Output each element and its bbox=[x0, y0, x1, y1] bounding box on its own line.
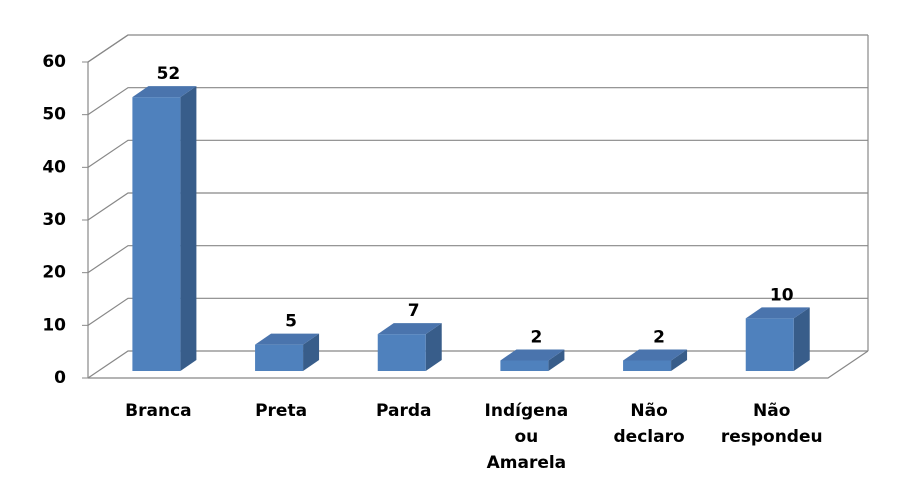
y-tick-label: 40 bbox=[42, 157, 66, 177]
bar bbox=[377, 323, 442, 371]
bar-side bbox=[793, 307, 810, 371]
bar bbox=[132, 86, 197, 371]
bar-top bbox=[500, 349, 565, 361]
bar-top bbox=[377, 323, 442, 335]
bar-side bbox=[180, 86, 197, 371]
y-tick-label: 20 bbox=[42, 263, 66, 283]
bar bbox=[745, 307, 810, 371]
bar-top bbox=[255, 333, 320, 345]
grid-line bbox=[87, 350, 868, 379]
y-tick-label: 0 bbox=[54, 368, 66, 388]
bar-front bbox=[500, 360, 549, 371]
x-tick-label: Indígena ou Amarela bbox=[484, 401, 569, 473]
y-tick-label: 30 bbox=[42, 210, 66, 230]
value-label: 52 bbox=[157, 64, 181, 84]
grid-line bbox=[87, 139, 868, 168]
value-label: 10 bbox=[770, 285, 794, 305]
bar-front bbox=[745, 318, 794, 371]
bar-side bbox=[425, 323, 442, 371]
grid-line bbox=[87, 192, 868, 221]
value-label: 2 bbox=[653, 327, 665, 347]
bar-front bbox=[132, 97, 181, 371]
x-tick-label: Não declaro bbox=[613, 401, 685, 447]
bar bbox=[255, 333, 320, 371]
value-label: 5 bbox=[285, 312, 297, 332]
bar-front bbox=[255, 344, 304, 371]
bar-top bbox=[132, 86, 197, 98]
grid-line bbox=[87, 245, 868, 274]
y-tick-label: 10 bbox=[42, 315, 66, 335]
grid-line bbox=[87, 87, 868, 116]
grid-line bbox=[87, 297, 868, 326]
bar-side bbox=[303, 333, 320, 371]
y-tick-label: 60 bbox=[42, 52, 66, 72]
bar bbox=[500, 349, 565, 371]
bar-top bbox=[623, 349, 688, 361]
y-tick-label: 50 bbox=[42, 105, 66, 125]
bar-front bbox=[623, 360, 672, 371]
grid-line bbox=[87, 34, 868, 63]
bar-side bbox=[548, 349, 565, 371]
bar-top bbox=[745, 307, 810, 319]
value-label: 2 bbox=[530, 327, 542, 347]
x-tick-label: Preta bbox=[255, 401, 308, 421]
x-tick-label: Parda bbox=[375, 401, 432, 421]
bar bbox=[623, 349, 688, 371]
x-tick-label: Não respondeu bbox=[720, 401, 823, 447]
floor bbox=[88, 350, 869, 379]
value-label: 7 bbox=[408, 301, 420, 321]
bar-side bbox=[671, 349, 688, 371]
x-tick-label: Branca bbox=[125, 401, 192, 421]
bar-front bbox=[377, 334, 426, 371]
